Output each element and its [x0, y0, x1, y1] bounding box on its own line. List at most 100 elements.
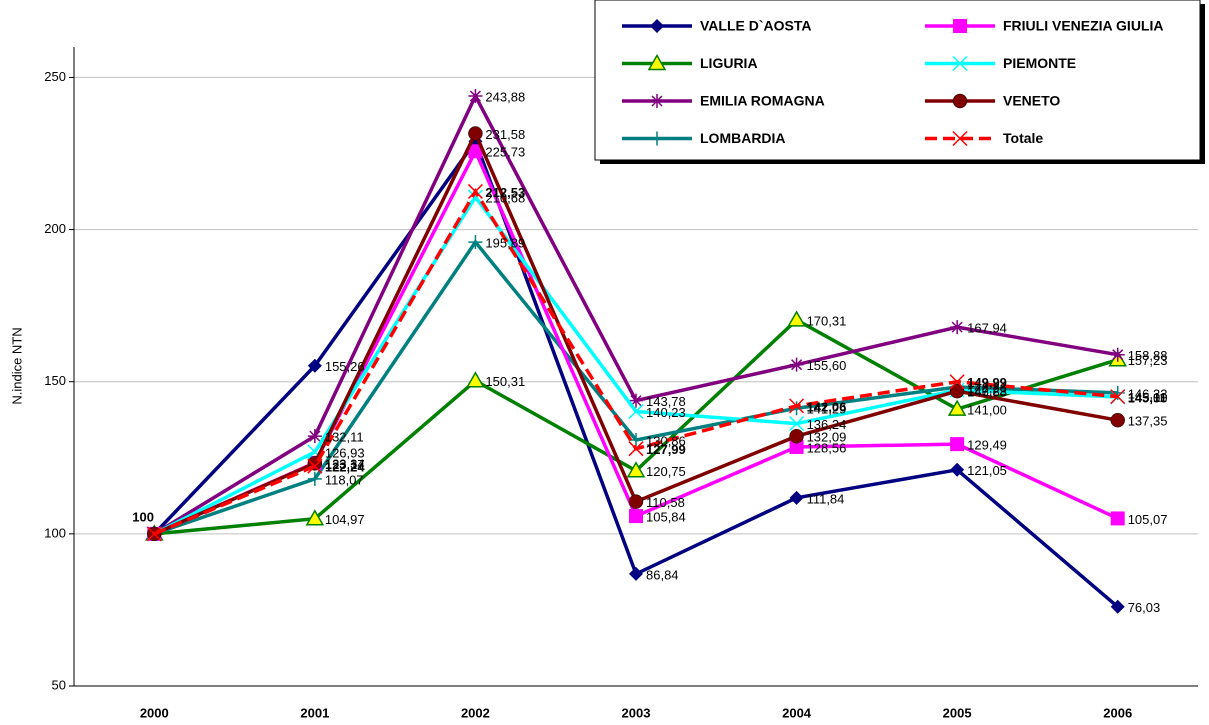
- data-label: 123,34: [325, 456, 365, 471]
- x-tick-label: 2001: [300, 705, 329, 720]
- marker: [629, 566, 643, 581]
- marker: [629, 509, 643, 524]
- data-label: 210,68: [485, 191, 525, 206]
- marker: [950, 320, 965, 335]
- marker: [305, 509, 325, 526]
- marker: [789, 416, 805, 432]
- marker: [466, 371, 485, 388]
- marker: [628, 494, 644, 509]
- data-label: 105,84: [646, 510, 686, 525]
- marker: [1110, 599, 1125, 614]
- series: [147, 134, 1125, 614]
- data-label: 142,06: [807, 399, 847, 414]
- legend-box: [594, 0, 1201, 161]
- data-label: 145,00: [1128, 390, 1168, 405]
- legend-marker: [650, 19, 664, 33]
- marker: [789, 428, 804, 444]
- data-label: 132,11: [325, 430, 364, 445]
- legend-marker: [650, 131, 664, 146]
- marker: [629, 393, 643, 408]
- data-label: 243,88: [485, 89, 525, 104]
- legend-label: EMILIA ROMAGNA: [700, 93, 825, 109]
- data-label: 157,23: [1128, 353, 1168, 368]
- data-label: 167,94: [967, 321, 1007, 336]
- data-label: 120,75: [646, 464, 686, 479]
- data-label: 130,86: [646, 433, 686, 448]
- marker: [467, 183, 483, 199]
- marker: [1110, 347, 1125, 362]
- data-label: 147,23: [967, 384, 1007, 399]
- data-label: 123,17: [325, 457, 365, 472]
- data-label: 145,11: [1128, 390, 1167, 405]
- data-label: 126,93: [325, 445, 365, 460]
- data-label: 225,73: [485, 145, 525, 160]
- legend-marker: [952, 93, 968, 109]
- data-label: 100: [132, 509, 154, 524]
- data-label: 122,24: [325, 460, 366, 475]
- data-label: 146,88: [967, 385, 1007, 400]
- y-tick-label: 150: [44, 373, 66, 388]
- marker: [950, 462, 965, 477]
- marker: [468, 235, 483, 250]
- data-label: 195,89: [485, 236, 525, 251]
- data-label: 149,99: [967, 375, 1007, 390]
- data-label: 129,49: [967, 438, 1007, 453]
- data-label: 150,31: [485, 374, 525, 389]
- x-tick-label: 2000: [140, 705, 169, 720]
- data-label: 155,60: [807, 358, 847, 373]
- marker: [628, 441, 644, 457]
- marker: [789, 490, 804, 505]
- legend-label: FRIULI VENEZIA GIULIA: [1003, 18, 1163, 34]
- data-label: 136,24: [807, 417, 847, 432]
- data-label: 127,99: [646, 442, 686, 457]
- data-label: 146,33: [1128, 386, 1168, 401]
- marker: [146, 526, 162, 542]
- marker: [307, 358, 322, 373]
- marker: [789, 398, 805, 414]
- data-label: 111,84: [807, 491, 845, 506]
- marker: [628, 403, 644, 419]
- x-tick-label: 2006: [1103, 705, 1132, 720]
- legend-label: LOMBARDIA: [700, 130, 786, 146]
- data-label: 105,07: [1128, 512, 1168, 527]
- legend-label: VENETO: [1003, 93, 1060, 109]
- marker: [1110, 389, 1126, 405]
- x-tick-label: 2004: [782, 705, 812, 720]
- y-tick-label: 250: [44, 69, 66, 84]
- marker: [1110, 412, 1125, 428]
- data-label: 212,53: [485, 185, 525, 200]
- marker: [789, 357, 804, 372]
- data-label: 76,03: [1128, 600, 1161, 615]
- legend: VALLE D`AOSTA LIGURIA EMILIA ROMAGNA LOMBAR…: [594, 0, 1205, 164]
- marker: [789, 439, 804, 454]
- y-tick-label: 200: [44, 221, 66, 236]
- data-label: 132,09: [807, 430, 847, 445]
- data-label: 141,29: [807, 402, 847, 417]
- series: [147, 126, 1125, 542]
- data-label: 155,26: [325, 359, 365, 374]
- data-label: 86,84: [646, 567, 679, 582]
- data-label: 148,26: [967, 380, 1007, 395]
- y-tick-label: 50: [52, 677, 66, 692]
- legend-marker: [647, 53, 667, 71]
- marker: [787, 310, 806, 327]
- legend-marker: [952, 55, 968, 72]
- data-label: 104,97: [325, 512, 365, 527]
- data-label: 140,23: [646, 405, 686, 420]
- data-label: 141,00: [967, 403, 1007, 418]
- y-axis-title: N.indice NTN: [9, 327, 24, 404]
- marker: [468, 89, 483, 104]
- marker: [467, 189, 483, 205]
- marker: [307, 458, 323, 474]
- marker: [947, 399, 967, 416]
- series: [147, 144, 1125, 541]
- legend-label: LIGURIA: [700, 55, 758, 71]
- marker: [307, 471, 322, 486]
- marker: [468, 144, 483, 159]
- data-label: 110,58: [646, 495, 685, 510]
- legend-label: VALLE D`AOSTA: [700, 18, 811, 34]
- data-label: 143,78: [646, 394, 686, 409]
- x-tick-label: 2002: [461, 705, 490, 720]
- x-tick-label: 2003: [622, 705, 651, 720]
